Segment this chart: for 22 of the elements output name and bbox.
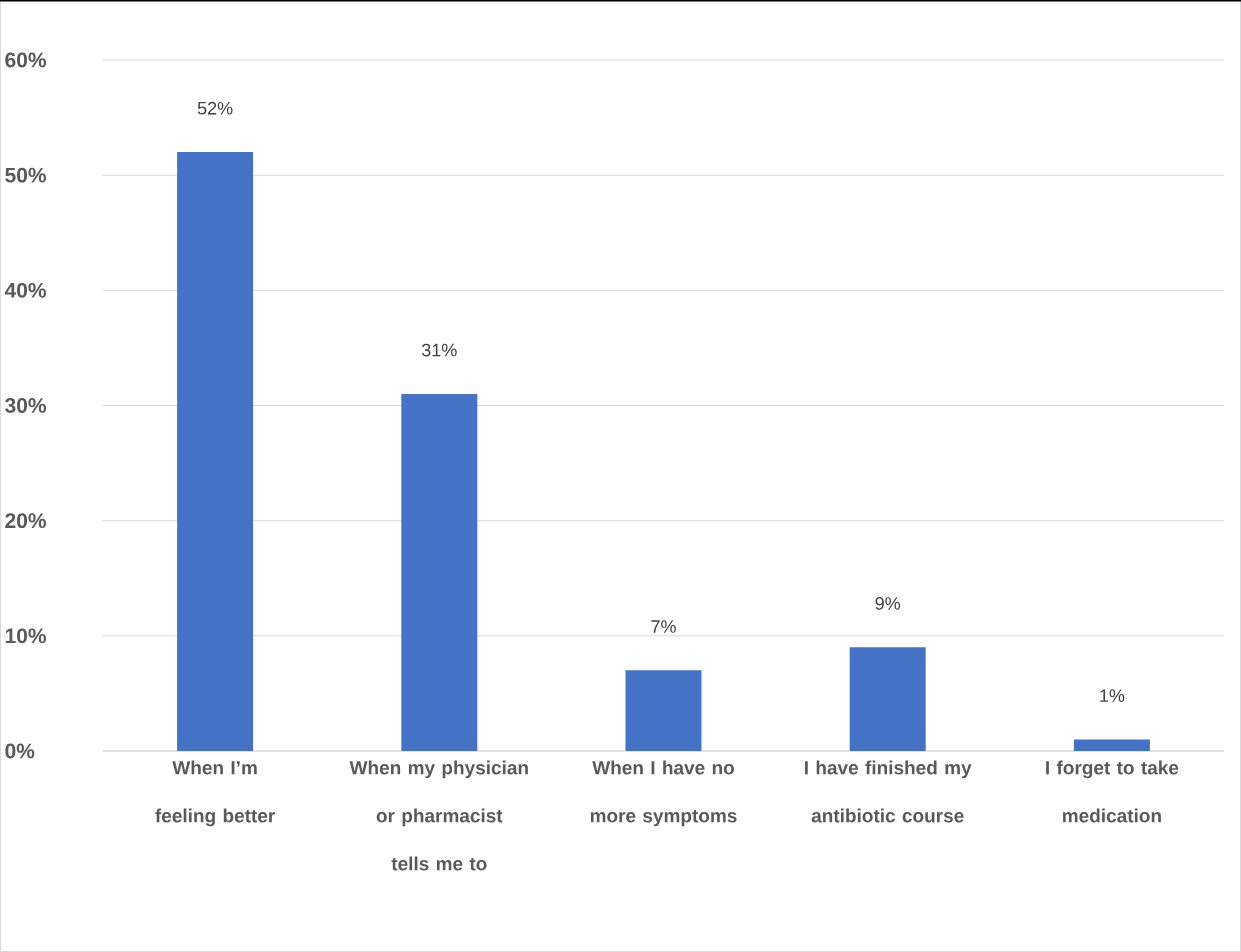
bar (401, 393, 478, 751)
data-label: 1% (1100, 689, 1125, 702)
y-tick-label: 50% (5, 167, 47, 183)
category-label: I forget to take medication (1046, 760, 1179, 823)
y-tick-label: 30% (5, 398, 47, 413)
data-label: 52% (197, 101, 233, 115)
bar (625, 670, 702, 751)
data-label: 9% (875, 597, 901, 610)
data-label: 7% (651, 620, 676, 633)
data-label: 31% (421, 343, 457, 357)
category-label: I have finished my antibiotic course (805, 760, 972, 823)
y-tick-label: 20% (5, 513, 47, 529)
bar (1073, 739, 1150, 751)
category-label: When I’m feeling better (155, 760, 275, 827)
y-tick-label: 10% (5, 628, 47, 644)
category-label: When my physician or pharmacist tells me to (349, 760, 528, 871)
y-tick-label: 0% (5, 743, 35, 759)
bar (177, 152, 254, 751)
y-tick-label: 60% (5, 52, 47, 68)
y-tick-label: 40% (4, 282, 47, 298)
category-label: When I have no more symptoms (590, 760, 737, 827)
bar (849, 647, 926, 751)
